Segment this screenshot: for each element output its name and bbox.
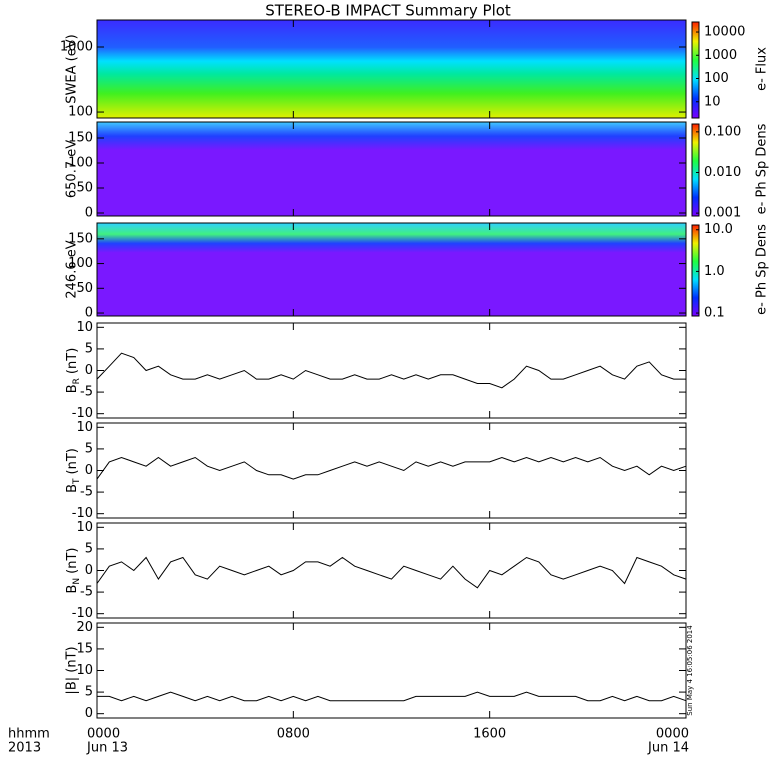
y-axis-label-base: B <box>65 384 80 393</box>
colorbar-tick-label: 100 <box>704 71 729 86</box>
y-tick-label: 15 <box>76 641 93 656</box>
y-tick-label: 100 <box>68 256 93 271</box>
colorbar <box>691 224 700 317</box>
y-axis-label-sub: T <box>72 478 82 485</box>
y-tick-label: -5 <box>80 585 93 600</box>
data-line <box>96 456 687 480</box>
y-axis-label: BR (nT) <box>65 348 82 394</box>
data-line <box>96 556 687 589</box>
x-axis-label: hhmm <box>8 727 50 742</box>
y-tick-label: 10 <box>76 320 93 335</box>
y-tick-label: 150 <box>68 131 93 146</box>
panel-frame <box>96 622 687 719</box>
y-tick-label: 50 <box>76 281 93 296</box>
spectrogram <box>97 122 686 216</box>
x-axis-label: 2013 <box>8 741 41 756</box>
y-tick-label: 0 <box>85 463 93 478</box>
y-tick-label: 0 <box>85 306 93 321</box>
colorbar-tick-label: 0.1 <box>704 306 725 321</box>
colorbar <box>691 123 700 217</box>
colorbar-tick-label: 10000 <box>704 25 745 40</box>
y-axis-label: 650.7 eV <box>65 140 80 198</box>
x-tick-label: 1600 <box>473 727 506 742</box>
x-tick-date: Jun 14 <box>647 741 689 756</box>
data-line <box>97 691 687 702</box>
x-tick-label: 0000 <box>87 727 120 742</box>
x-tick-label: 0800 <box>277 727 310 742</box>
data-line <box>96 352 686 389</box>
y-tick-label: 50 <box>76 181 93 196</box>
y-tick-label: 1000 <box>60 39 93 54</box>
y-axis-label: |B| (nT) <box>65 646 80 694</box>
colorbar-tick-label: 0.001 <box>704 206 741 221</box>
panel-frame <box>96 222 687 317</box>
y-tick-label: 10 <box>76 520 93 535</box>
y-tick-label: 10 <box>76 663 93 678</box>
y-tick-label: 5 <box>85 541 93 556</box>
y-axis-label: BT (nT) <box>65 448 82 493</box>
y-tick-label: -10 <box>72 506 93 521</box>
x-tick-date: Jun 13 <box>86 741 128 756</box>
colorbar-tick-label: 0.010 <box>704 165 741 180</box>
y-tick-label: -10 <box>72 606 93 621</box>
x-tick-label: 0000 <box>656 727 689 742</box>
colorbar-tick-label: 10.0 <box>704 222 733 237</box>
y-tick-label: -5 <box>80 485 93 500</box>
y-tick-label: 0 <box>85 563 93 578</box>
y-axis-label-base: B <box>65 484 80 493</box>
y-axis-label-unit: (nT) <box>65 348 80 374</box>
panel-frame <box>96 422 687 519</box>
y-tick-label: 20 <box>76 620 93 635</box>
spectrogram <box>97 20 686 118</box>
timestamp: Sun May 4 16:05:06 2014 <box>686 625 694 716</box>
panel-frame <box>96 19 687 119</box>
colorbar-label: e- Ph Sp Dens <box>755 224 770 315</box>
y-tick-label: 100 <box>68 105 93 120</box>
colorbar-tick-label: 1.0 <box>704 264 725 279</box>
panel-frame <box>96 121 687 217</box>
y-axis-label-unit: (nT) <box>65 448 80 474</box>
y-tick-label: 5 <box>85 685 93 700</box>
y-tick-label: -5 <box>80 385 93 400</box>
panel-frame <box>96 322 687 419</box>
y-tick-label: 0 <box>85 363 93 378</box>
colorbar-label: e- Flux <box>755 47 770 91</box>
colorbar-label: e- Ph Sp Dens <box>755 123 770 214</box>
panel-frame <box>96 522 687 619</box>
y-tick-label: 100 <box>68 156 93 171</box>
chart-title: STEREO-B IMPACT Summary Plot <box>265 2 511 20</box>
y-axis-label-sub: N <box>72 578 82 585</box>
y-axis-label-base: B <box>65 585 80 594</box>
y-axis-label: SWEA (eV) <box>65 34 80 103</box>
spectrogram <box>97 223 686 316</box>
y-tick-label: 150 <box>68 231 93 246</box>
y-tick-label: 0 <box>85 706 93 721</box>
y-tick-label: 0 <box>85 206 93 221</box>
colorbar-tick-label: 0.100 <box>704 124 741 139</box>
colorbar <box>691 21 700 119</box>
y-axis-label: 246.6 eV <box>65 240 80 298</box>
y-axis-label-sub: R <box>72 378 82 384</box>
y-tick-label: 5 <box>85 341 93 356</box>
y-axis-label-unit: (nT) <box>65 548 80 574</box>
colorbar-tick-label: 1000 <box>704 48 737 63</box>
y-tick-label: -10 <box>72 406 93 421</box>
y-axis-label: BN (nT) <box>65 548 82 594</box>
y-tick-label: 5 <box>85 441 93 456</box>
y-tick-label: 10 <box>76 420 93 435</box>
colorbar-tick-label: 10 <box>704 94 721 109</box>
